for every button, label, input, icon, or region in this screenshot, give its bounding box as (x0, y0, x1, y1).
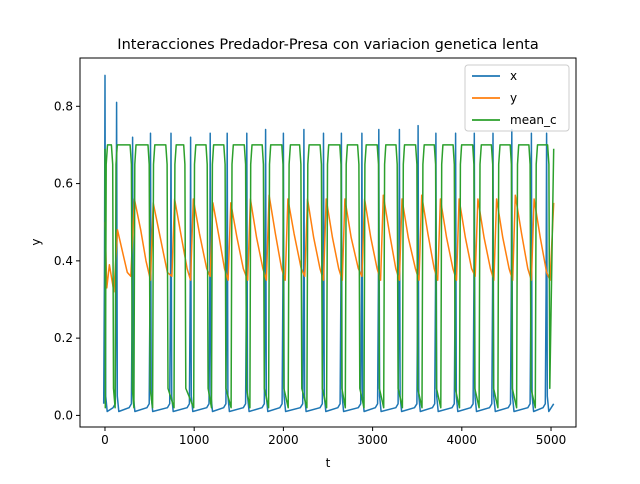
x-axis-label: t (326, 456, 331, 470)
x-tick-label: 1000 (179, 433, 210, 447)
axes-frame (79, 57, 577, 428)
x-tick-label: 3000 (357, 433, 388, 447)
y-tick-label: 0.8 (54, 99, 73, 113)
y-axis-ticks: 0.0 0.2 0.4 0.6 0.8 (54, 99, 80, 422)
legend-label-y: y (510, 91, 517, 105)
y-tick-label: 0.6 (54, 177, 73, 191)
chart-title: Interacciones Predador-Presa con variaci… (117, 37, 538, 53)
legend: x y mean_c (464, 64, 570, 132)
y-axis-label: y (29, 238, 43, 245)
legend-label-mean-c: mean_c (510, 113, 557, 127)
y-tick-label: 0.0 (54, 408, 73, 422)
x-tick-label: 0 (101, 433, 109, 447)
series-line-mean-c (104, 144, 555, 409)
x-tick-label: 5000 (536, 433, 567, 447)
x-tick-label: 4000 (447, 433, 478, 447)
y-tick-label: 0.2 (54, 331, 73, 345)
x-axis-ticks: 0 1000 2000 3000 4000 5000 (101, 427, 566, 447)
legend-box (464, 64, 570, 132)
x-tick-label: 2000 (268, 433, 299, 447)
legend-label-x: x (510, 69, 517, 83)
y-tick-label: 0.4 (54, 254, 73, 268)
plot-lines (102, 74, 555, 413)
